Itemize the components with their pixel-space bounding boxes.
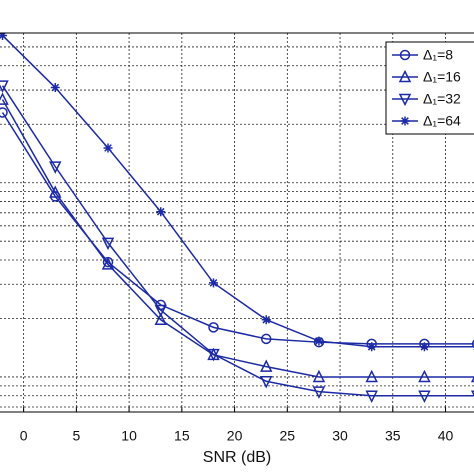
marker — [154, 304, 167, 318]
marker — [154, 312, 167, 326]
marker — [471, 339, 474, 349]
x-tick-label: 0 — [20, 428, 28, 444]
marker — [418, 390, 431, 403]
x-tick-label: 20 — [227, 428, 243, 444]
marker — [101, 237, 115, 251]
series-line — [2, 34, 474, 348]
marker — [0, 92, 9, 105]
series-line — [1, 85, 474, 397]
marker — [0, 107, 8, 118]
marker — [0, 80, 9, 93]
legend-label: Δ₁=32 — [423, 91, 461, 107]
x-tick-label: 35 — [385, 428, 401, 444]
marker — [49, 185, 62, 198]
marker — [260, 376, 273, 389]
grid: 05101520253035400.0070.0080.0090.010.020… — [0, 33, 474, 444]
plot-area — [0, 33, 474, 403]
marker — [314, 336, 324, 346]
x-tick-label: 30 — [332, 428, 348, 444]
marker — [398, 69, 412, 83]
series-line — [1, 99, 474, 378]
marker — [365, 369, 378, 383]
marker — [0, 33, 8, 40]
marker — [208, 278, 218, 288]
marker — [156, 207, 166, 217]
marker — [367, 342, 377, 352]
marker — [419, 342, 429, 352]
x-tick-label: 40 — [438, 428, 454, 444]
x-tick-label: 10 — [121, 428, 137, 444]
marker — [260, 359, 273, 372]
marker — [101, 257, 115, 270]
marker — [399, 49, 411, 61]
marker — [365, 390, 378, 403]
x-tick-label: 25 — [280, 428, 296, 444]
marker — [260, 333, 272, 345]
marker — [261, 315, 271, 325]
marker — [418, 369, 431, 383]
marker — [207, 348, 220, 362]
legend: Δ₁=8 Δ₁=16 Δ₁=32 Δ₁=64 — [385, 41, 474, 135]
marker — [208, 322, 219, 333]
x-tick-label: 5 — [72, 428, 80, 444]
marker — [312, 386, 326, 399]
legend-label: Δ₁=8 — [423, 47, 453, 63]
marker — [49, 161, 62, 174]
marker — [103, 143, 113, 153]
x-axis-label: SNR (dB) — [203, 449, 271, 466]
marker — [398, 93, 412, 107]
legend-label: Δ₁=64 — [423, 113, 461, 129]
marker — [312, 369, 326, 383]
legend-label: Δ₁=16 — [423, 69, 461, 85]
x-tick-label: 15 — [174, 428, 190, 444]
marker — [400, 116, 410, 126]
marker — [50, 83, 60, 93]
